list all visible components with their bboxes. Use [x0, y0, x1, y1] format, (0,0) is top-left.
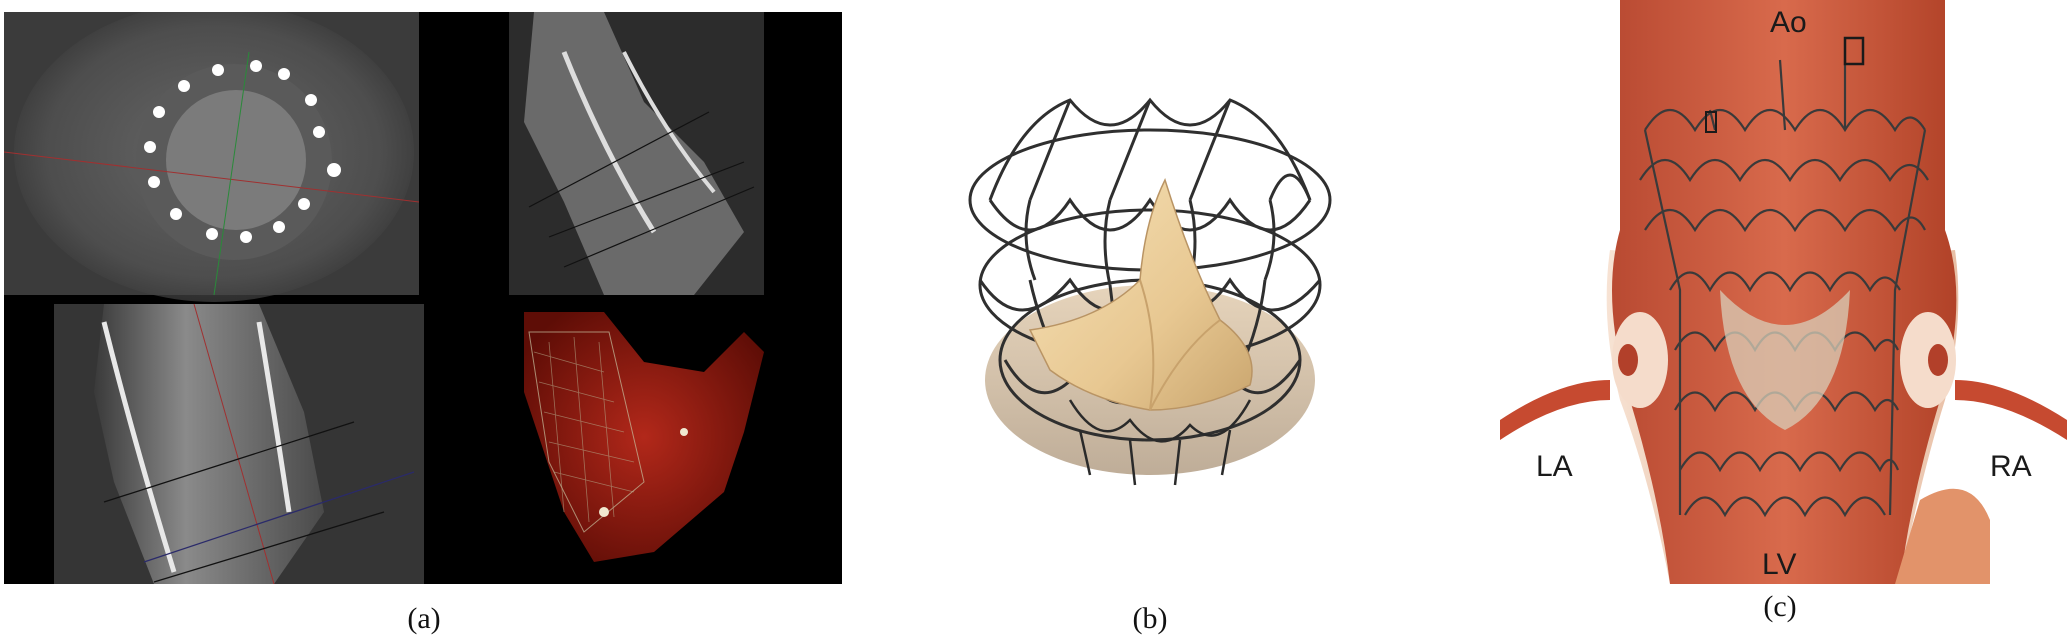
- radiopaque-marker: [1843, 36, 1865, 66]
- caption-c: (c): [1763, 590, 1797, 623]
- stent-strut-markers: [144, 60, 341, 243]
- label-la: LA: [1536, 450, 1573, 483]
- aorta: [1612, 0, 1957, 584]
- label-ao: Ao: [1770, 6, 1807, 39]
- panel-a-ct-images: (a): [4, 12, 842, 635]
- panel-c-implant-diagram: Ao LA RA LV (c): [1500, 0, 2067, 639]
- ct-3d-volume-render: [434, 304, 842, 584]
- implanted-stent: [1639, 59, 1929, 518]
- ct-axial-view: [4, 12, 420, 302]
- caption-a: (a): [407, 602, 441, 635]
- ct-mosaic: [4, 12, 842, 584]
- aortic-root-illustration: [1500, 0, 2067, 584]
- ct-coronal-view: [54, 303, 424, 584]
- valve-illustration: [968, 97, 1332, 486]
- caption-b: (b): [1132, 602, 1168, 635]
- panel-b-valve-prosthesis: (b): [960, 80, 1340, 635]
- label-ra: RA: [1990, 450, 2032, 483]
- label-lv: LV: [1762, 548, 1797, 581]
- ct-oblique-view-top: [509, 12, 764, 295]
